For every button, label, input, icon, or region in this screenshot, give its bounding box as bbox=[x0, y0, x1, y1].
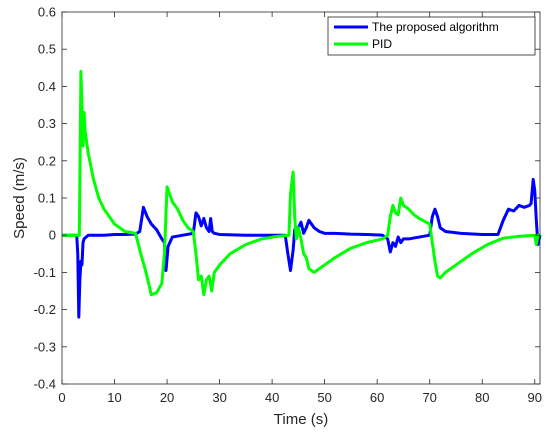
y-tick-label: -0.4 bbox=[34, 377, 56, 392]
x-tick-label: 10 bbox=[107, 390, 121, 405]
x-tick-label: 20 bbox=[160, 390, 174, 405]
legend: The proposed algorithm PID bbox=[327, 16, 536, 56]
y-tick-label: 0 bbox=[49, 228, 56, 243]
plot-area bbox=[62, 12, 540, 384]
x-tick-label: 90 bbox=[528, 390, 542, 405]
y-axis-label: Speed (m/s) bbox=[11, 157, 28, 239]
y-tick-label: 0.2 bbox=[38, 153, 56, 168]
x-tick-label: 30 bbox=[212, 390, 226, 405]
series-layer bbox=[62, 70, 542, 319]
legend-box bbox=[327, 16, 536, 56]
x-axis-label: Time (s) bbox=[274, 411, 328, 428]
x-tick-label: 80 bbox=[475, 390, 489, 405]
x-tick-label: 60 bbox=[370, 390, 384, 405]
x-tick-label: 50 bbox=[317, 390, 331, 405]
y-tick-label: 0.6 bbox=[38, 5, 56, 20]
y-tick-label: -0.3 bbox=[34, 339, 56, 354]
series-line-1 bbox=[62, 70, 540, 297]
legend-label-proposed: The proposed algorithm bbox=[372, 20, 499, 34]
ticks-layer: 0 10 20 30 40 50 60 70 80 90 -0.4 -0.3 -0.2 -0.1 0 0.1 0… bbox=[34, 5, 542, 406]
legend-label-pid: PID bbox=[372, 37, 392, 51]
x-tick-label: 40 bbox=[265, 390, 279, 405]
y-tick-label: 0.3 bbox=[38, 116, 56, 131]
y-tick-label: 0.5 bbox=[38, 42, 56, 57]
y-tick-label: 0.4 bbox=[38, 79, 56, 94]
x-tick-label: 0 bbox=[58, 390, 65, 405]
y-tick-label: -0.2 bbox=[34, 302, 56, 317]
x-tick-label: 70 bbox=[422, 390, 436, 405]
y-tick-label: -0.1 bbox=[34, 265, 56, 280]
y-tick-label: 0.1 bbox=[38, 191, 56, 206]
